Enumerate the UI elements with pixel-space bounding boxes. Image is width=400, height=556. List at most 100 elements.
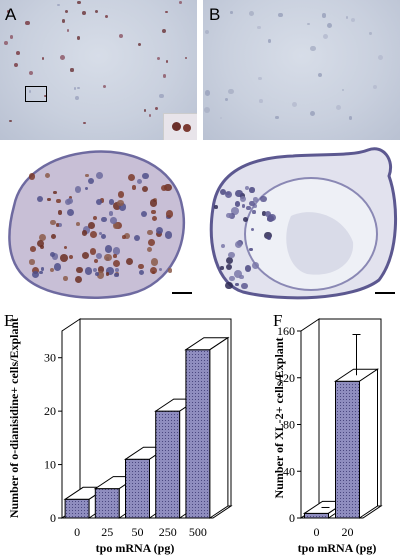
bar	[185, 349, 211, 519]
cell-dot	[63, 245, 67, 250]
cell-dot	[29, 259, 35, 265]
inset-enlargement	[163, 113, 197, 140]
x-tick-label: 500	[189, 525, 207, 539]
cell-dot	[165, 210, 174, 218]
cell-dot	[138, 269, 145, 276]
cell-dot	[65, 10, 69, 14]
cell-dot	[244, 264, 252, 272]
cell-dot	[4, 40, 9, 45]
cell-dot	[150, 266, 158, 275]
cell-dot	[151, 215, 157, 221]
cell-dot	[146, 247, 152, 252]
cell-dot	[47, 197, 52, 202]
cell-dot	[85, 173, 89, 178]
cell-dot	[278, 12, 283, 18]
cell-dot	[275, 116, 279, 120]
cell-dot	[220, 266, 224, 270]
cell-dot	[213, 205, 218, 209]
cell-dot	[161, 28, 166, 33]
cell-dot	[224, 190, 233, 198]
cell-dot	[156, 57, 160, 61]
cell-dot	[56, 3, 60, 7]
cell-dot	[92, 216, 97, 221]
cell-dot	[309, 45, 316, 52]
cell-dot	[95, 172, 103, 180]
y-tick-label: 160	[277, 324, 295, 338]
cell-dot	[125, 257, 134, 265]
cell-dot	[118, 203, 127, 211]
cell-dot	[7, 10, 10, 13]
x-tick-label: 0	[74, 525, 80, 539]
cell-dot	[221, 243, 226, 248]
cell-dot	[249, 11, 255, 16]
bar	[64, 498, 90, 519]
cell-dot	[81, 230, 88, 237]
panel-label-e: E	[4, 311, 14, 330]
cell-dot	[143, 109, 147, 112]
cell-dot	[137, 42, 142, 47]
cell-dot	[117, 191, 125, 198]
cell-dot	[97, 266, 105, 273]
cell-dot	[137, 179, 143, 185]
cell-dot	[40, 267, 44, 271]
cell-dot	[101, 216, 107, 223]
cell-dot	[147, 229, 153, 236]
cell-dot	[351, 18, 355, 23]
cell-dot	[104, 14, 109, 19]
cell-dot	[87, 177, 94, 184]
cell-dot	[227, 251, 235, 259]
cell-dot	[112, 201, 121, 210]
cell-dot	[124, 233, 130, 240]
cell-dot	[164, 231, 173, 239]
cell-dot	[28, 173, 36, 180]
cell-dot	[229, 275, 235, 282]
bar	[125, 458, 150, 519]
cell-dot	[249, 247, 253, 251]
cell-dot	[131, 185, 137, 190]
bar	[155, 410, 181, 519]
cell-dot	[68, 195, 72, 199]
cell-dot	[95, 252, 102, 260]
cell-dot	[235, 201, 241, 207]
y-tick-label: 0	[289, 511, 295, 525]
cell-dot	[327, 23, 333, 29]
inset-box	[25, 86, 47, 102]
cell-dot	[252, 261, 260, 269]
cell-dot	[64, 199, 71, 206]
cell-dot	[307, 22, 310, 26]
cell-dot	[244, 186, 249, 190]
cell-dot	[14, 62, 19, 67]
cell-dot	[154, 106, 159, 111]
cell-dot	[9, 119, 12, 123]
x-tick-label: 25	[101, 525, 113, 539]
cell-dot	[147, 238, 155, 246]
cell-dot	[309, 111, 315, 117]
cell-dot	[377, 54, 384, 61]
cell-dot	[32, 266, 40, 274]
cell-dot	[69, 254, 74, 259]
cell-dot	[76, 222, 81, 226]
cell-dot	[253, 197, 258, 202]
cell-dot	[50, 233, 56, 239]
cell-dot	[56, 198, 61, 204]
x-tick-label: 50	[132, 525, 144, 539]
cell-dot	[16, 50, 20, 55]
cell-dot	[291, 101, 298, 108]
x-axis-label-e: tpo mRNA (pg)	[96, 541, 175, 555]
cell-dot	[60, 54, 66, 60]
cell-dot	[94, 271, 100, 277]
cell-dot	[9, 35, 14, 39]
cell-dot	[335, 104, 341, 110]
cell-dot	[25, 20, 30, 26]
cell-dot	[108, 199, 115, 205]
cell-dot	[49, 268, 54, 273]
panel-label-b: B	[209, 5, 221, 24]
scale-bar-c	[172, 292, 192, 294]
bar	[335, 380, 360, 519]
cell-dot	[102, 85, 107, 89]
cell-dot	[118, 33, 123, 38]
cell-dot	[204, 29, 210, 35]
cell-dot	[63, 276, 68, 281]
cell-dot	[257, 25, 261, 30]
